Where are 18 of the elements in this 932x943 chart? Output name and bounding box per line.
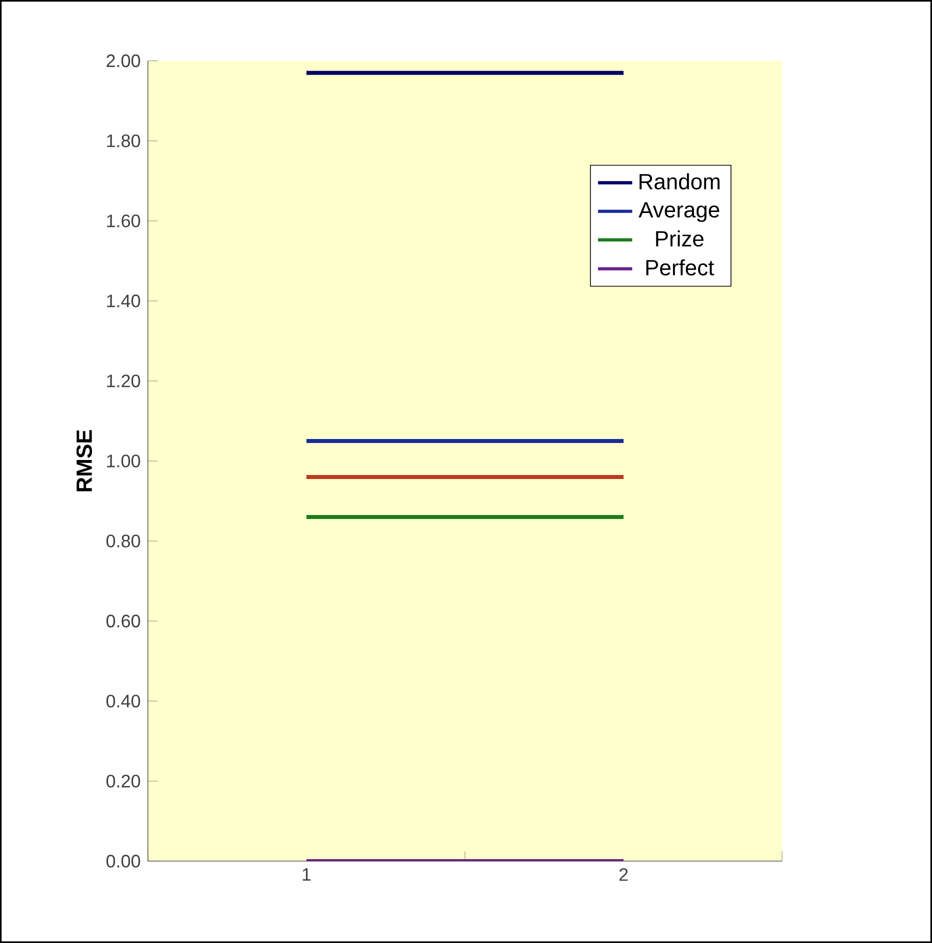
y-tick-label: 1.60 <box>107 214 140 228</box>
y-tick-label: 0.80 <box>106 534 140 548</box>
legend-label: Random <box>640 173 720 190</box>
legend-label: Prize <box>656 230 704 247</box>
y-tick-label: 2.00 <box>106 54 140 68</box>
legend-label: Average <box>638 202 720 222</box>
legend-label: Perfect <box>646 259 714 276</box>
y-tick-label: 1.80 <box>107 134 140 148</box>
y-tick-label: 1.20 <box>107 374 140 388</box>
x-tick-label: 2 <box>619 868 628 881</box>
y-tick-label: 0.20 <box>106 774 140 788</box>
x-tick-label: 1 <box>302 868 311 881</box>
y-tick-label: 1.40 <box>107 294 140 308</box>
y-tick-label: 1.00 <box>107 454 140 468</box>
y-axis-title: RMSE <box>76 430 92 492</box>
y-tick-label: 0.60 <box>106 614 140 628</box>
y-tick-label: 0.40 <box>106 694 140 708</box>
y-tick-label: 0.00 <box>106 854 140 868</box>
